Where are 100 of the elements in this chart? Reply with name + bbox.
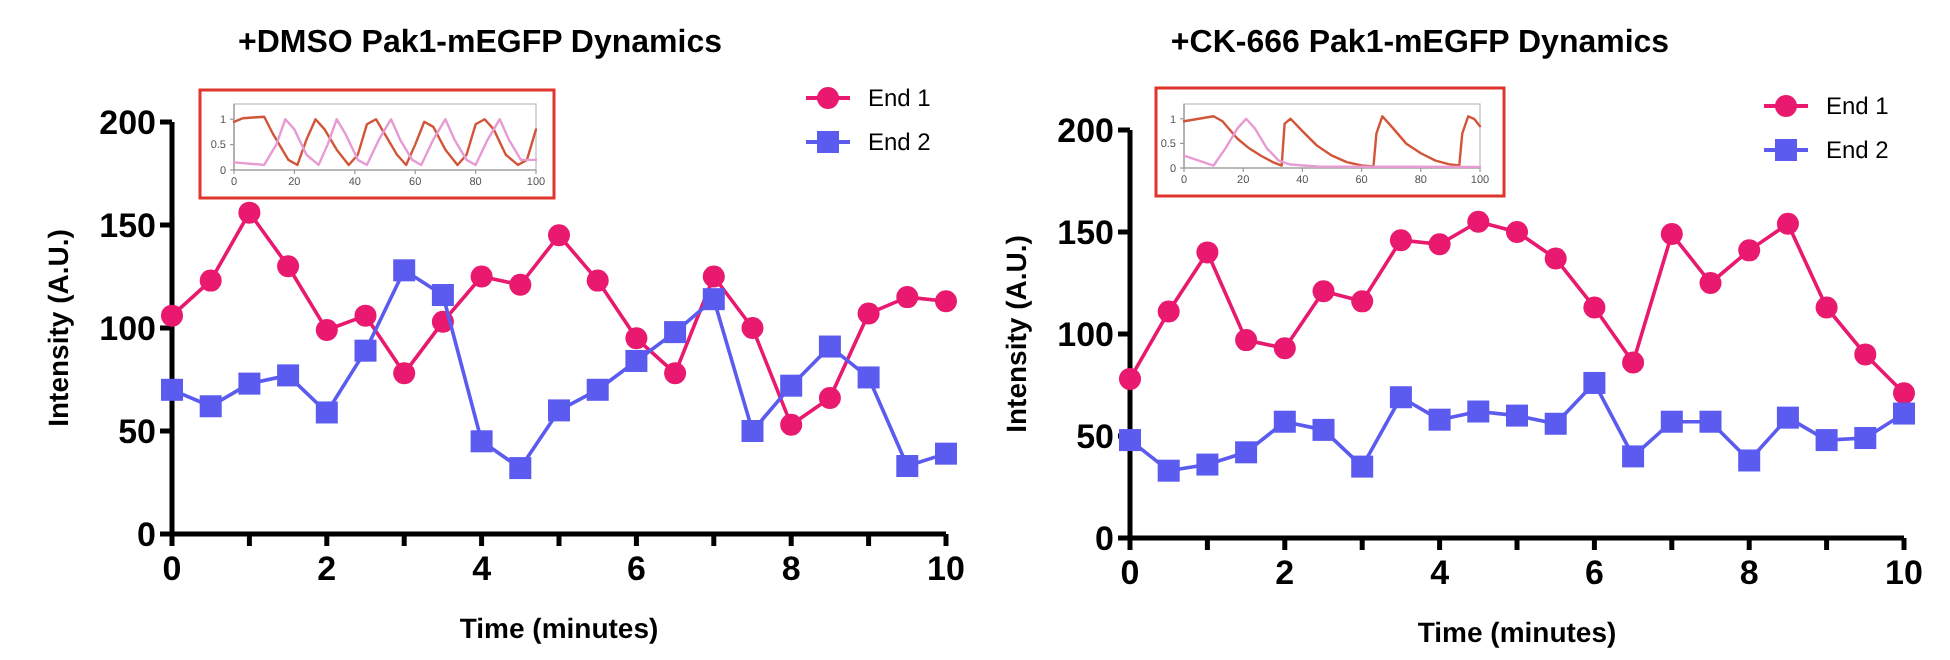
point <box>470 265 493 288</box>
legend-label: End 1 <box>1826 92 1890 121</box>
point <box>1815 296 1838 319</box>
point <box>896 286 919 309</box>
x-tick-label: 2 <box>1275 554 1295 592</box>
x-tick-label: 0 <box>162 550 182 588</box>
x-axis-title: Time (minutes) <box>459 612 659 644</box>
point <box>1312 280 1335 303</box>
point <box>1699 272 1722 294</box>
point <box>741 317 764 339</box>
point <box>664 362 687 385</box>
point <box>393 259 416 282</box>
point <box>1273 410 1296 433</box>
point <box>1854 427 1877 450</box>
y-tick-label: 100 <box>99 309 156 348</box>
point <box>1738 239 1761 262</box>
legend-label: End 1 <box>868 84 932 113</box>
point <box>161 378 183 401</box>
point <box>1506 221 1528 243</box>
point <box>1544 247 1567 270</box>
point <box>1467 210 1490 233</box>
point <box>470 430 493 453</box>
point <box>238 201 261 224</box>
y-tick-label: 200 <box>99 103 156 142</box>
y-tick-label: 150 <box>1057 213 1114 252</box>
x-tick-label: 10 <box>1885 554 1923 592</box>
point <box>1351 455 1374 478</box>
point <box>1428 408 1451 431</box>
x-tick-label: 10 <box>927 550 965 588</box>
x-tick-label: 8 <box>781 550 801 588</box>
point <box>548 224 570 247</box>
point <box>1389 229 1412 252</box>
point <box>1699 410 1722 433</box>
point <box>857 366 880 389</box>
point <box>780 374 803 397</box>
point <box>1273 337 1296 360</box>
point <box>1157 459 1180 482</box>
point <box>1776 212 1799 235</box>
point <box>238 372 261 395</box>
point <box>780 413 803 436</box>
y-tick-label: 150 <box>99 206 156 245</box>
point <box>1854 343 1877 366</box>
x-tick-label: 0 <box>1120 554 1140 592</box>
point <box>702 288 725 311</box>
point <box>1312 418 1335 441</box>
point <box>1389 386 1412 409</box>
chart-title: +DMSO Pak1-mEGFP Dynamics <box>237 26 723 60</box>
point <box>1622 445 1645 468</box>
point <box>625 349 648 372</box>
point <box>393 362 416 385</box>
y-tick-label: 100 <box>1057 315 1114 354</box>
y-axis-title: Intensity (A.U.) <box>42 229 74 427</box>
point <box>1235 329 1258 352</box>
legend-label: End 2 <box>868 128 932 157</box>
point <box>1893 382 1915 405</box>
point <box>857 302 880 325</box>
point <box>1815 429 1838 452</box>
point <box>1119 367 1141 390</box>
y-tick-label: 0 <box>137 515 156 554</box>
point <box>354 339 377 362</box>
point <box>277 255 300 278</box>
point <box>354 304 377 327</box>
point <box>1467 400 1490 423</box>
point <box>1622 351 1645 374</box>
y-tick-label: 200 <box>1057 111 1114 150</box>
point <box>625 327 648 350</box>
point <box>161 304 183 327</box>
point <box>818 335 841 358</box>
point <box>896 455 919 478</box>
point <box>1428 233 1451 256</box>
point <box>548 399 570 422</box>
y-tick-label: 50 <box>1076 417 1114 456</box>
point <box>1235 441 1258 464</box>
point <box>1776 406 1799 429</box>
point <box>935 442 957 465</box>
x-tick-label: 6 <box>626 550 646 588</box>
x-tick-label: 4 <box>1430 554 1451 592</box>
point <box>1583 296 1606 319</box>
point <box>1660 223 1683 246</box>
point <box>199 395 222 418</box>
point <box>509 457 532 480</box>
point <box>1893 402 1915 425</box>
point <box>935 290 957 313</box>
point <box>315 319 338 342</box>
point <box>586 269 609 292</box>
point <box>702 265 725 288</box>
point <box>586 378 609 401</box>
y-axis-title: Intensity (A.U.) <box>1000 235 1032 433</box>
point <box>818 387 841 410</box>
point <box>1196 453 1219 476</box>
point <box>1738 449 1761 472</box>
x-axis-title: Time (minutes) <box>1417 616 1617 648</box>
point <box>741 420 764 442</box>
point <box>1157 300 1180 323</box>
point <box>315 401 338 424</box>
point <box>1583 371 1606 394</box>
point <box>277 364 300 387</box>
point <box>1119 429 1141 452</box>
point <box>1351 290 1374 313</box>
x-tick-label: 2 <box>317 550 337 588</box>
